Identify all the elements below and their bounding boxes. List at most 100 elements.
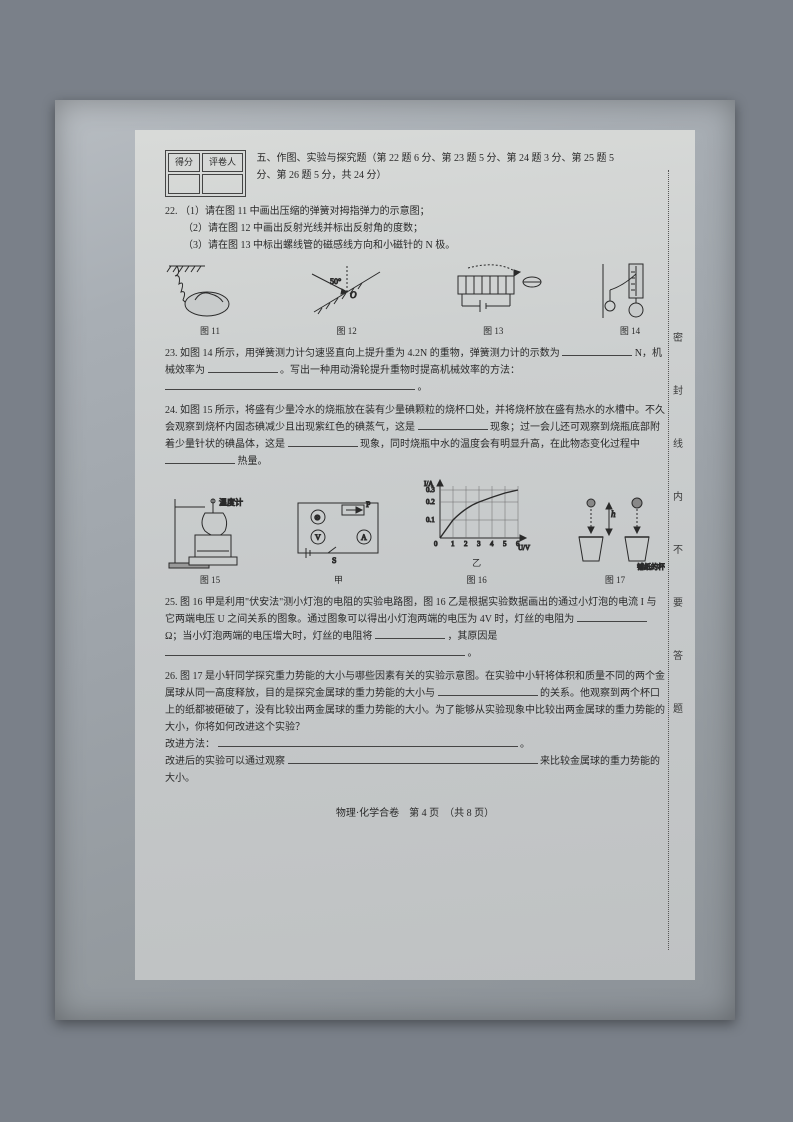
margin-char: 密 [671,330,685,347]
svg-text:0: 0 [434,540,438,548]
svg-text:2: 2 [464,540,468,548]
figure-16-jia: ⊗ P V A S [288,493,388,588]
q22-p3: （3）请在图 13 中标出螺线管的磁感线方向和小磁针的 N 极。 [183,240,455,251]
q22-p2: （2）请在图 12 中画出反射光线并标出反射角的度数； [183,223,423,234]
blank [165,645,465,656]
page-footer: 物理·化学合卷 第 4 页 （共 8 页） [165,805,665,822]
q24-t3: 现象，同时烧瓶中水的温度会有明显升高，在此物态变化过程中 [360,439,640,450]
blank [288,753,538,764]
fold-dotline [668,170,669,950]
q23-t3: 。写出一种用动滑轮提升重物时提高机械效率的方法： [280,365,520,376]
svg-text:h: h [611,509,616,519]
q26-t4: 。 [520,739,530,750]
q24-t4: 热量。 [238,456,268,467]
marker-cell [202,174,243,193]
question-26: 26. 图 17 是小轩同学探究重力势能的大小与哪些因素有关的实验示意图。在实验… [165,668,665,787]
section-title: 五、作图、实验与探究题（第 22 题 6 分、第 23 题 5 分、第 24 题… [257,150,617,184]
q-num: 22. [165,206,178,217]
section-header: 得分 评卷人 五、作图、实验与探究题（第 22 题 6 分、第 23 题 5 分… [165,150,665,197]
spring-scale-icon [595,260,665,322]
solenoid-icon [438,260,548,322]
svg-text:3: 3 [477,540,481,548]
figure-14: 图 14 [595,260,665,339]
circuit-icon: ⊗ P V A S [288,493,388,571]
q25-t4: 。 [468,648,478,659]
svg-text:温度计: 温度计 [219,497,243,507]
photo-frame: 密 封 线 内 不 要 答 题 得分 评卷人 五、作图、实验与探究题（第 22 … [55,100,735,1020]
figures-row-2: 温度计 图 15 ⊗ [165,476,665,589]
q25-t3: ，其原因是 [447,631,497,642]
fig-caption-jia: 甲 [288,573,388,588]
q-num: 25. [165,597,178,608]
svg-text:P: P [366,500,371,509]
margin-char: 题 [671,701,685,718]
margin-char: 封 [671,383,685,400]
svg-text:0.1: 0.1 [426,516,435,524]
svg-text:O: O [350,290,357,300]
blank [577,611,647,622]
svg-text:0.3: 0.3 [426,486,435,494]
svg-text:0.2: 0.2 [426,498,435,506]
blank [208,362,278,373]
fig-caption: 图 11 [165,324,255,339]
blank [418,419,488,430]
exam-page: 密 封 线 内 不 要 答 题 得分 评卷人 五、作图、实验与探究题（第 22 … [135,130,695,980]
blank [562,345,632,356]
question-24: 24. 如图 15 所示，将盛有少量冷水的烧瓶放在装有少量碘颗粒的烧杯口处，并将… [165,402,665,470]
margin-notes: 密 封 线 内 不 要 答 题 [671,330,685,754]
margin-char: 线 [671,436,685,453]
q-num: 23. [165,348,178,359]
svg-text:A: A [361,533,367,542]
figure-11: 图 11 [165,260,255,339]
q-num: 24. [165,405,178,416]
blank [165,379,415,390]
q22-p1: （1）请在图 11 中画出压缩的弹簧对拇指弹力的示意图； [180,206,430,217]
svg-text:5: 5 [503,540,507,548]
question-22: 22. （1）请在图 11 中画出压缩的弹簧对拇指弹力的示意图； （2）请在图 … [165,203,665,254]
svg-text:⊗: ⊗ [314,513,321,522]
margin-char: 答 [671,648,685,665]
fig-caption-yi: 乙 [422,556,532,571]
margin-char: 不 [671,542,685,559]
svg-text:铺纸的杯: 铺纸的杯 [637,562,665,571]
q-num: 26. [165,671,178,682]
blank [218,736,518,747]
figure-12: 50° O 图 12 [302,260,392,339]
fig-caption: 图 14 [595,324,665,339]
svg-text:1: 1 [451,540,455,548]
mirror-ray-icon: 50° O [302,260,392,322]
svg-text:S: S [332,556,336,565]
margin-char: 要 [671,595,685,612]
q26-t3: 改进方法： [165,739,215,750]
marker-label: 评卷人 [202,153,243,172]
score-box: 得分 评卷人 [165,150,246,197]
fig-caption: 图 16 [422,573,532,588]
blank [438,685,538,696]
fig-caption: 图 17 [565,573,665,588]
figure-13: 图 13 [438,260,548,339]
question-25: 25. 图 16 甲是利用"伏安法"测小灯泡的电阻的实验电路图，图 16 乙是根… [165,594,665,662]
svg-text:U/V: U/V [518,544,530,552]
question-23: 23. 如图 14 所示，用弹簧测力计匀速竖直向上提升重为 4.2N 的重物，弹… [165,345,665,396]
blank [165,453,235,464]
figure-16-yi: I/A 0.3 0.2 0.1 0 1 2 3 4 5 6 U/V 乙 [422,476,532,589]
q26-t5: 改进后的实验可以通过观察 [165,756,285,767]
figure-15: 温度计 图 15 [165,493,255,588]
fig-caption: 图 15 [165,573,255,588]
score-cell [168,174,200,193]
blank [375,628,445,639]
iv-chart: I/A 0.3 0.2 0.1 0 1 2 3 4 5 6 U/V [422,476,532,554]
svg-text:4: 4 [490,540,494,548]
blank [288,436,358,447]
figure-17: h 铺纸的杯 图 17 [565,493,665,588]
svg-text:V: V [315,533,321,542]
figures-row-1: 图 11 50° O 图 12 [165,260,665,339]
margin-char: 内 [671,489,685,506]
q23-t4: 。 [418,382,428,393]
q23-t1: 如图 14 所示，用弹簧测力计匀速竖直向上提升重为 4.2N 的重物，弹簧测力计… [180,348,560,359]
fig-caption: 图 13 [438,324,548,339]
svg-text:50°: 50° [330,277,341,286]
flask-setup-icon: 温度计 [165,493,255,571]
drop-cups-icon: h 铺纸的杯 [565,493,665,571]
spring-hand-icon [165,260,255,322]
